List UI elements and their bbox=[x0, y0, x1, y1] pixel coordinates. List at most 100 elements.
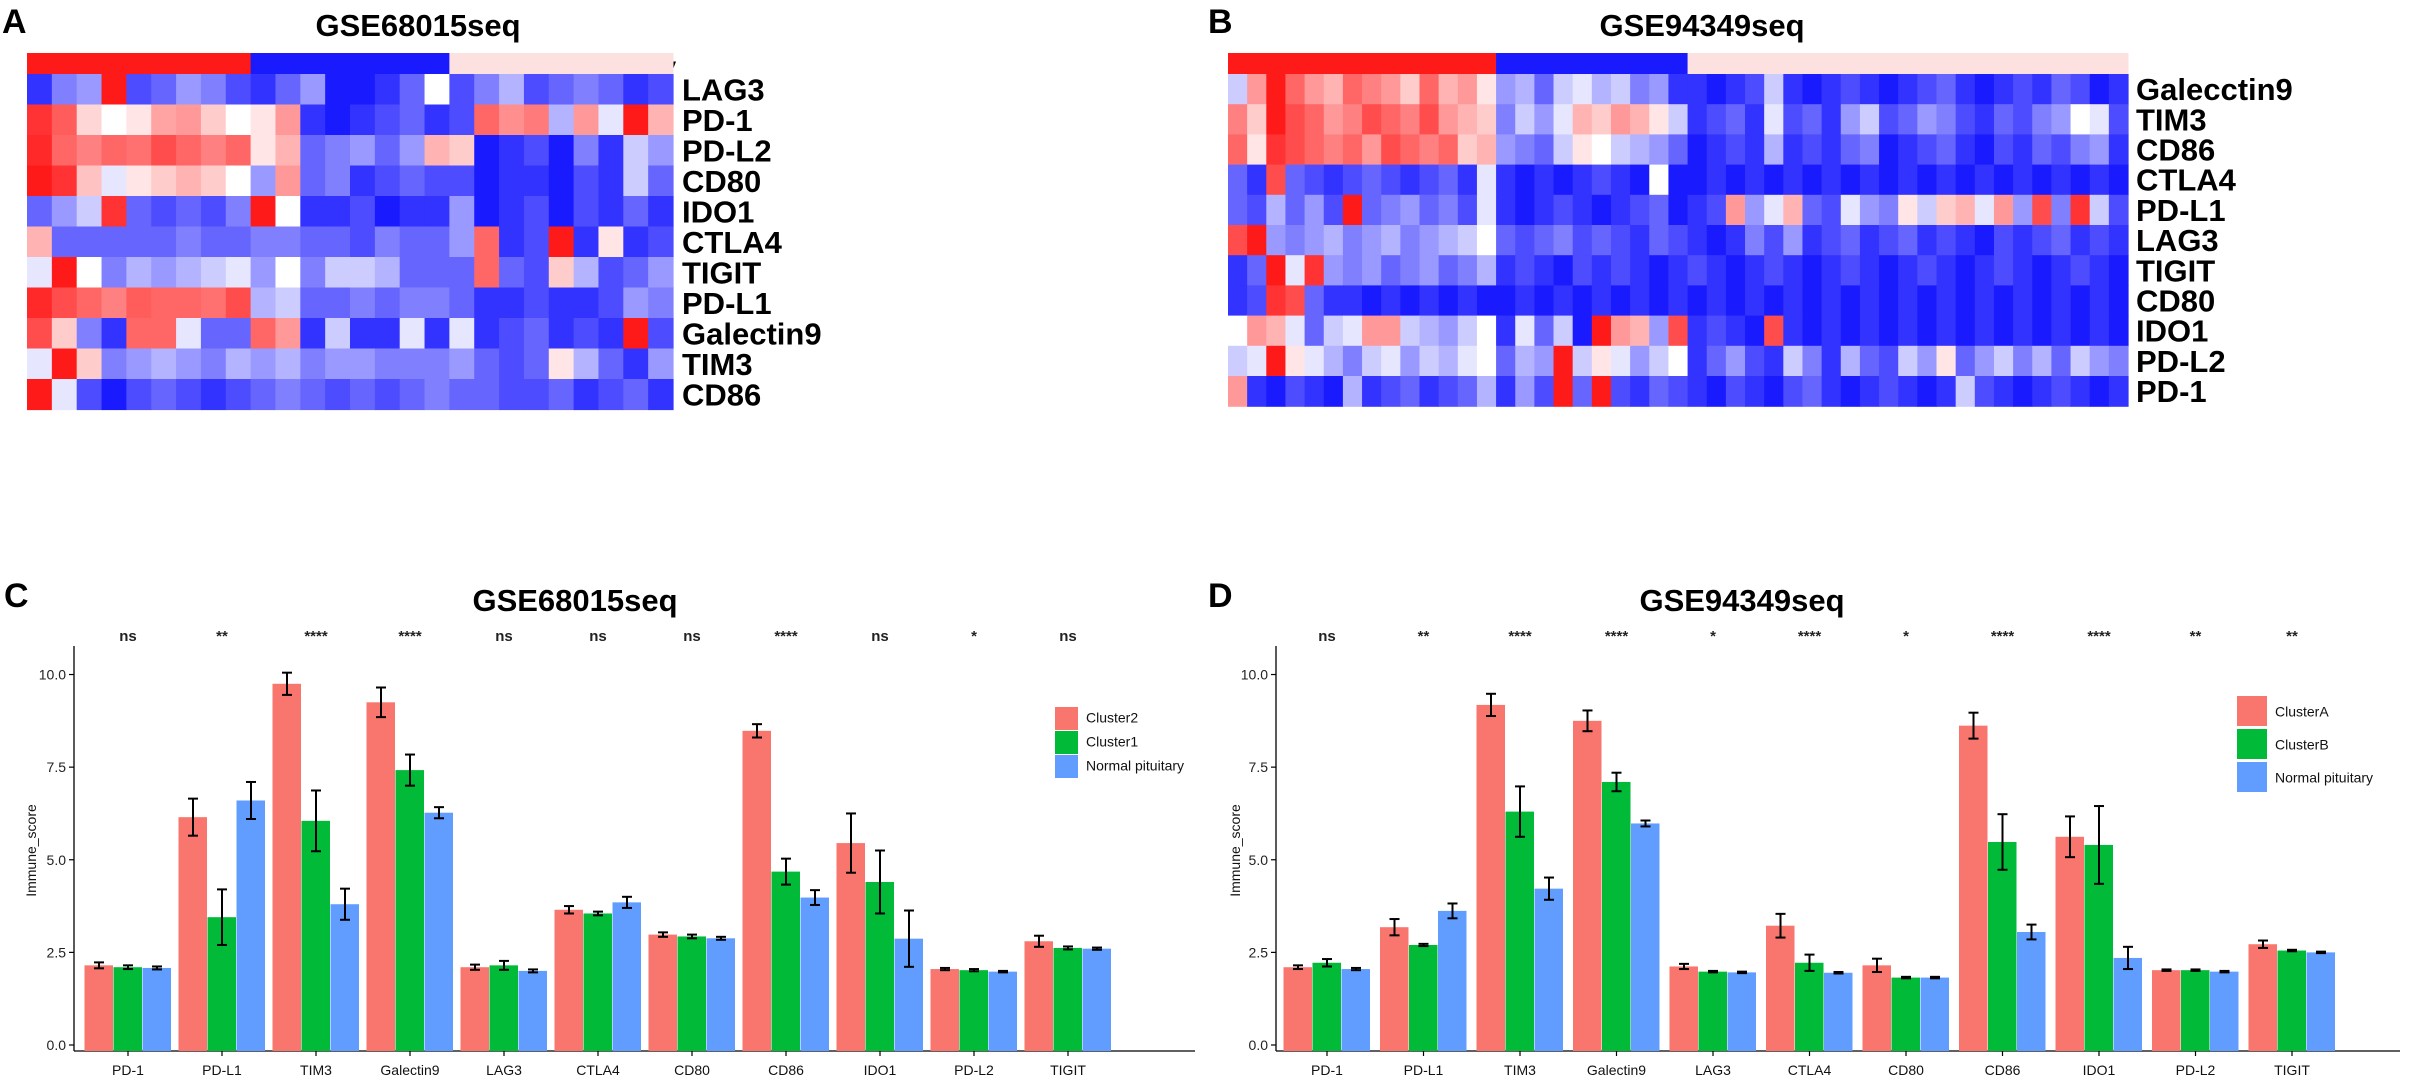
heatmap-cell bbox=[1419, 285, 1440, 317]
heatmap-cell bbox=[2070, 315, 2091, 347]
heatmap-cell bbox=[474, 196, 500, 228]
heatmap-cell bbox=[1764, 225, 1784, 256]
heatmap-cell bbox=[1783, 255, 1804, 286]
heatmap-cell bbox=[1285, 194, 1306, 226]
heatmap-cell bbox=[1668, 225, 1689, 256]
heatmap-cell bbox=[1323, 104, 1344, 135]
heatmap-cell bbox=[350, 74, 376, 106]
heatmap-cell bbox=[2013, 255, 2033, 286]
heatmap-cell bbox=[474, 226, 500, 258]
bar-cluster1 bbox=[1053, 947, 1082, 1051]
heatmap-cell bbox=[2032, 285, 2053, 317]
heatmap-cell bbox=[250, 104, 277, 136]
heatmap-cell bbox=[275, 226, 301, 258]
heatmap-cell bbox=[200, 165, 227, 197]
heatmap-cell bbox=[126, 318, 152, 350]
y-axis-label: Immune_score bbox=[1227, 804, 1243, 897]
heatmap-cell bbox=[1840, 255, 1861, 286]
heatmap-cell bbox=[1228, 376, 1248, 407]
heatmap-cell bbox=[1687, 225, 1708, 256]
heatmap-cell bbox=[598, 226, 624, 258]
heatmap-cell bbox=[2051, 315, 2072, 347]
bar-clusterb bbox=[1795, 962, 1824, 1051]
heatmap-cell bbox=[51, 74, 78, 106]
heatmap-cell bbox=[1974, 74, 1995, 105]
heatmap-cell bbox=[1572, 345, 1593, 377]
gene-label: Galecctin9 bbox=[2136, 72, 2293, 107]
heatmap-cell bbox=[1898, 255, 1918, 286]
heatmap-cell bbox=[200, 318, 227, 350]
bar-cluster1 bbox=[113, 967, 142, 1051]
heatmap-cell bbox=[300, 257, 326, 289]
heatmap-cell bbox=[2108, 376, 2129, 407]
heatmap-cell bbox=[101, 348, 127, 380]
heatmap-cell bbox=[2089, 285, 2110, 317]
heatmap-cell bbox=[474, 287, 500, 319]
heatmap-cell bbox=[548, 257, 575, 289]
heatmap-cell bbox=[126, 348, 152, 380]
heatmap-cell bbox=[27, 348, 53, 380]
heatmap-cell bbox=[101, 287, 127, 319]
heatmap-cell bbox=[1496, 376, 1516, 407]
heatmap-cell bbox=[598, 348, 624, 380]
heatmap-cell bbox=[1400, 225, 1421, 256]
bar-cluster2 bbox=[84, 965, 113, 1051]
heatmap-cell bbox=[1247, 225, 1267, 256]
bar-clusterb bbox=[2181, 970, 2210, 1051]
heatmap-cell bbox=[1649, 285, 1670, 317]
heatmap-cell bbox=[1515, 285, 1535, 317]
heatmap-cell bbox=[1974, 194, 1995, 226]
heatmap-cell bbox=[474, 379, 500, 411]
heatmap-cell bbox=[399, 104, 426, 136]
heatmap-cell bbox=[1247, 194, 1267, 226]
heatmap-cell bbox=[1419, 255, 1440, 286]
heatmap-cell bbox=[1745, 164, 1765, 196]
heatmap-cell bbox=[1668, 315, 1689, 347]
heatmap-cell bbox=[250, 287, 277, 319]
heatmap-cell bbox=[2032, 104, 2053, 135]
heatmap-cell bbox=[1553, 376, 1574, 407]
significance-label: **** bbox=[398, 628, 422, 645]
heatmap-cell bbox=[1381, 285, 1401, 317]
heatmap-cell bbox=[200, 104, 227, 136]
heatmap-cell bbox=[1400, 134, 1421, 166]
y-tick-label: 2.5 bbox=[47, 944, 67, 960]
heatmap-cell bbox=[1898, 194, 1918, 226]
heatmap-cell bbox=[1323, 345, 1344, 377]
heatmap-cell bbox=[51, 226, 78, 258]
heatmap-cell bbox=[1591, 104, 1612, 135]
heatmap-cell bbox=[1342, 194, 1363, 226]
heatmap-cell bbox=[1955, 285, 1976, 317]
heatmap-cell bbox=[1342, 376, 1363, 407]
heatmap-cell bbox=[1936, 285, 1957, 317]
heatmap-cell bbox=[1553, 315, 1574, 347]
heatmap-cell bbox=[1476, 164, 1497, 196]
x-tick-label: IDO1 bbox=[864, 1062, 897, 1078]
heatmap-cell bbox=[151, 287, 177, 319]
heatmap-cell bbox=[1572, 285, 1593, 317]
heatmap-cell bbox=[598, 196, 624, 228]
heatmap-cell bbox=[1649, 74, 1670, 105]
heatmap-cell bbox=[200, 226, 227, 258]
heatmap-cell bbox=[1687, 134, 1708, 166]
heatmap-cell bbox=[1649, 345, 1670, 377]
heatmap-cell bbox=[1323, 225, 1344, 256]
heatmap-cell bbox=[548, 196, 575, 228]
heatmap-cell bbox=[101, 318, 127, 350]
heatmap-cell bbox=[2089, 194, 2110, 226]
heatmap-cell bbox=[1649, 194, 1670, 226]
heatmap-cell bbox=[1630, 194, 1650, 226]
heatmap-cell bbox=[1247, 164, 1267, 196]
heatmap-cell bbox=[1725, 164, 1746, 196]
heatmap-cell bbox=[250, 196, 277, 228]
heatmap-cell bbox=[648, 257, 674, 289]
heatmap-cell bbox=[1898, 345, 1918, 377]
heatmap-cell bbox=[1783, 194, 1804, 226]
significance-label: ** bbox=[216, 628, 228, 645]
heatmap-cell bbox=[1630, 255, 1650, 286]
heatmap-cell bbox=[449, 379, 475, 411]
heatmap-cell bbox=[151, 379, 177, 411]
heatmap-cell bbox=[151, 348, 177, 380]
heatmap-cell bbox=[1783, 134, 1804, 166]
heatmap-cell bbox=[1515, 104, 1535, 135]
